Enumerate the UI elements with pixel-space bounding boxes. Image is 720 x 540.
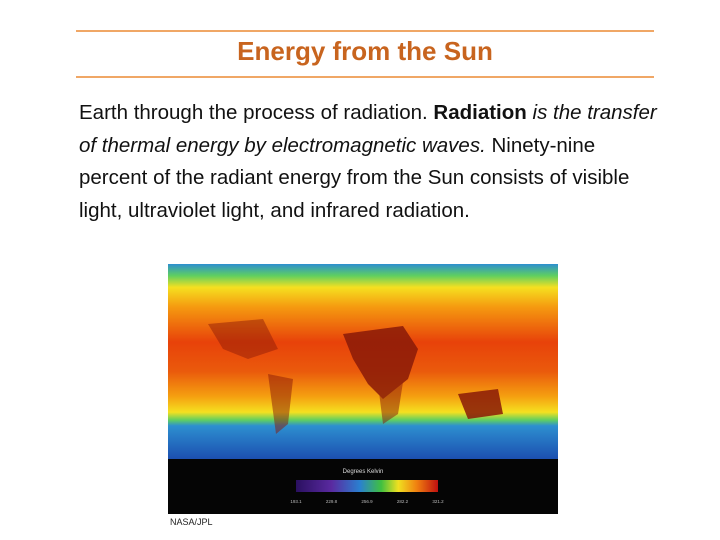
text-run: Earth through the process of radiation. xyxy=(79,101,434,124)
text-run: is the transfer of thermal energy by ele… xyxy=(79,101,663,157)
image-caption: NASA/JPL xyxy=(170,517,213,527)
body-text: Earth through the process of radiation. … xyxy=(79,97,659,227)
legend-tick-label: 256.9 xyxy=(361,499,373,504)
legend-tick-label: 193.1 xyxy=(290,499,302,504)
legend-tick-label: 282.2 xyxy=(397,499,409,504)
temperature-map: Degrees Kelvin 193.1 229.8 256.9 282.2 321.2 xyxy=(168,264,558,514)
slide-title: Energy from the Sun xyxy=(237,36,493,66)
top-rule xyxy=(76,30,654,32)
legend-tick-label: 321.2 xyxy=(432,499,444,504)
text-run: Ninety-nine percent of the radiant energ… xyxy=(79,133,636,222)
legend-tick-label: 229.8 xyxy=(326,499,338,504)
legend-title: Degrees Kelvin xyxy=(343,469,384,475)
text-run: Radiation xyxy=(433,101,527,124)
title-rule xyxy=(76,76,654,78)
